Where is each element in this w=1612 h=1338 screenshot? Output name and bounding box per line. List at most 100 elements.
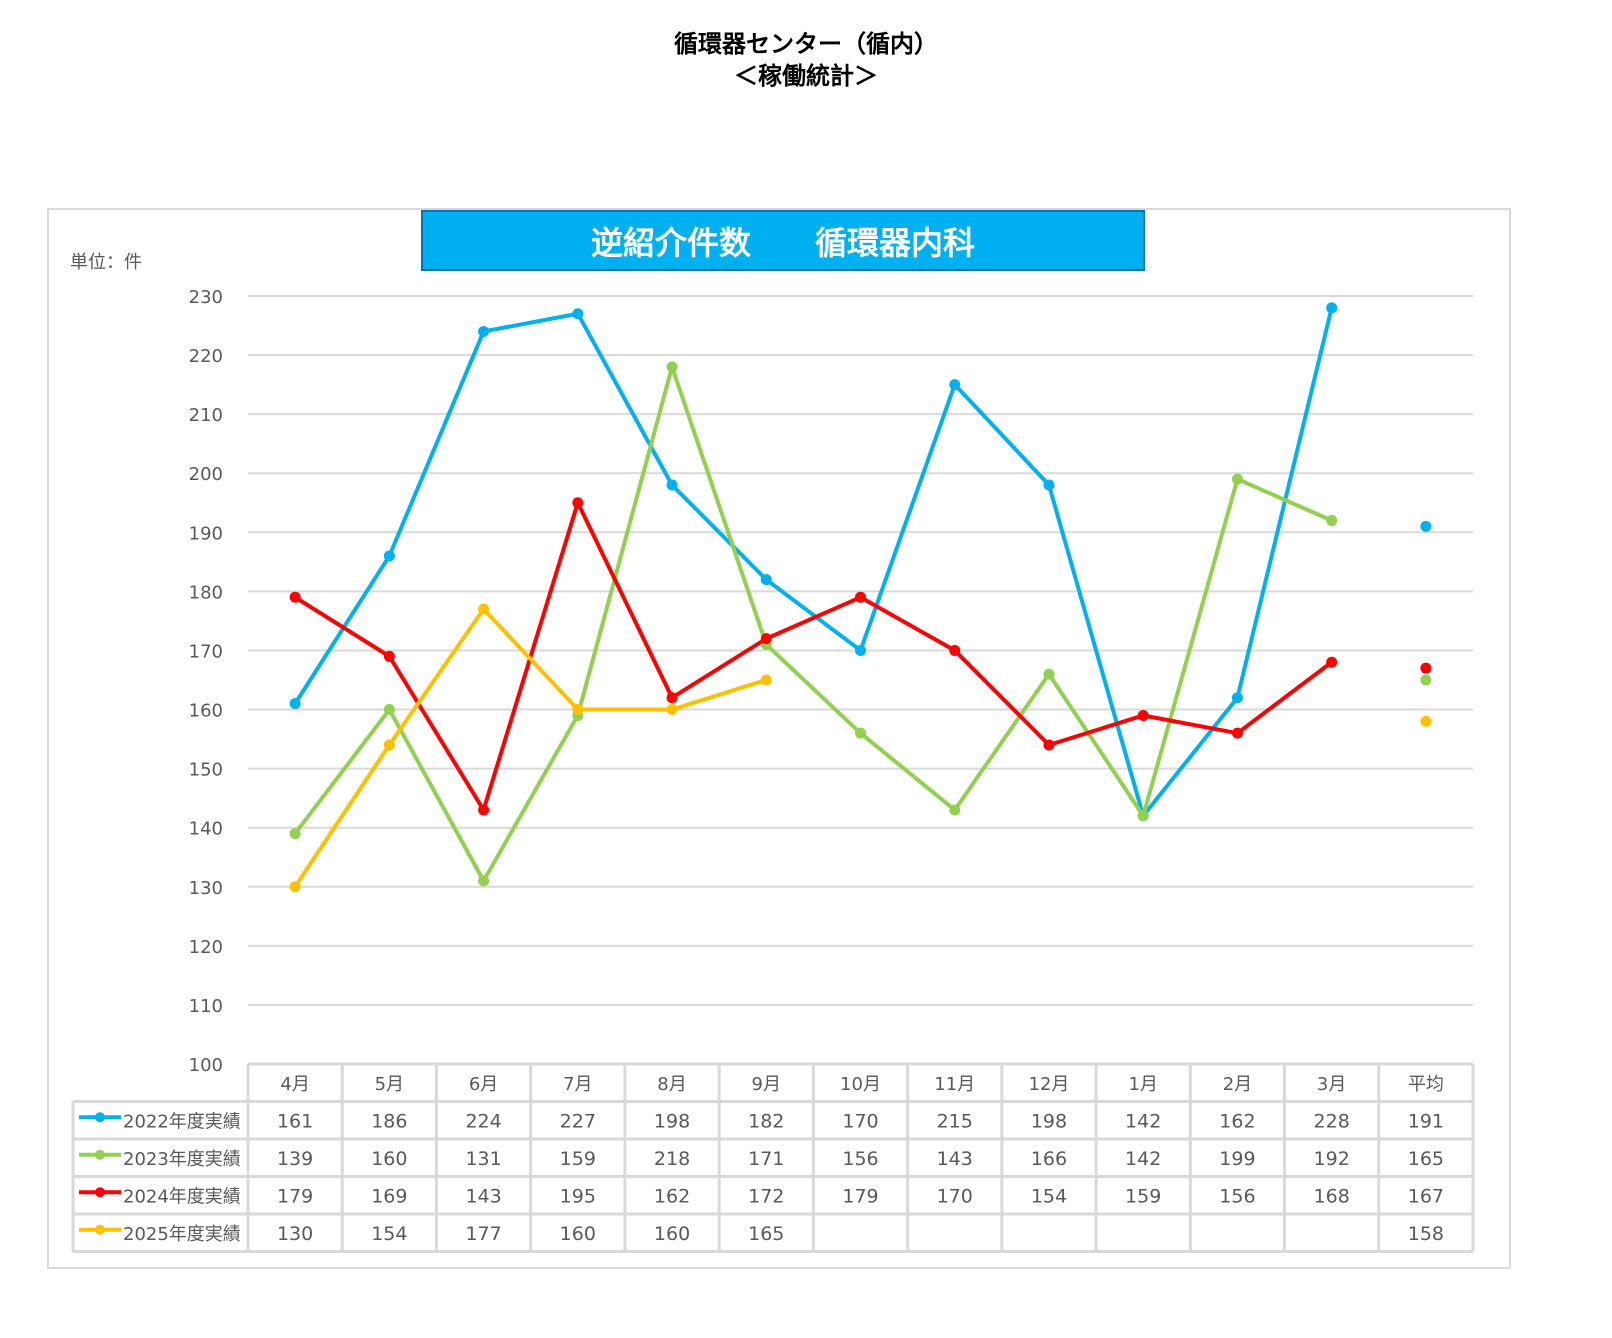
data-table-cell: 165 [748, 1223, 784, 1245]
data-table-cell: 224 [465, 1110, 501, 1132]
y-tick-label: 110 [189, 996, 223, 1017]
x-tick-label: 3月 [1317, 1074, 1346, 1095]
x-tick-label: 8月 [657, 1074, 686, 1095]
x-tick-label: 平均 [1408, 1074, 1444, 1095]
x-tick-label: 11月 [934, 1074, 975, 1095]
x-tick-label: 12月 [1029, 1074, 1070, 1095]
data-point [1043, 668, 1055, 680]
data-point [289, 591, 301, 603]
data-point [855, 727, 866, 739]
y-tick-label: 150 [189, 760, 223, 781]
data-table-cell: 160 [560, 1223, 596, 1245]
data-point [1043, 479, 1055, 491]
data-table-cell: 162 [1219, 1110, 1255, 1132]
data-table-cell: 130 [277, 1223, 313, 1245]
legend-marker [95, 1187, 105, 1198]
data-table-cell: 154 [1031, 1185, 1067, 1207]
data-table-average-cell: 158 [1408, 1223, 1444, 1245]
data-point [478, 804, 490, 816]
data-point [666, 479, 678, 491]
y-tick-label: 170 [189, 641, 223, 662]
page-header: 循環器センター（循内） ＜稼働統計＞ [0, 28, 1612, 92]
data-point [383, 650, 395, 662]
x-tick-label: 9月 [752, 1074, 781, 1095]
data-table-cell: 160 [654, 1223, 690, 1245]
legend-marker [95, 1224, 105, 1235]
data-point [760, 574, 772, 586]
data-table-cell: 142 [1125, 1110, 1161, 1132]
data-table-cell: 143 [465, 1185, 501, 1207]
data-table-cell: 162 [654, 1185, 690, 1207]
data-point [855, 644, 866, 656]
data-point [572, 704, 584, 716]
data-table-cell: 143 [937, 1148, 973, 1170]
y-tick-label: 220 [189, 346, 223, 367]
data-point [478, 325, 490, 337]
y-tick-label: 140 [189, 819, 223, 840]
average-point [1420, 520, 1432, 532]
data-point [1231, 473, 1243, 485]
data-table-cell: 171 [748, 1148, 784, 1170]
chart-frame [47, 208, 1511, 1269]
data-point [855, 591, 866, 603]
data-point [572, 308, 584, 320]
data-table-cell: 170 [937, 1185, 973, 1207]
data-point [289, 828, 301, 840]
average-point [1420, 674, 1432, 686]
data-table-cell: 186 [371, 1110, 407, 1132]
data-table-cell: 198 [1031, 1110, 1067, 1132]
data-point [666, 361, 678, 373]
data-table-cell: 227 [560, 1110, 596, 1132]
data-table-cell: 192 [1314, 1148, 1350, 1170]
data-point [289, 698, 301, 710]
data-point [666, 704, 678, 716]
y-tick-label: 210 [189, 405, 223, 426]
data-table-cell: 199 [1219, 1148, 1255, 1170]
legend-label: 2024年度実績 [123, 1186, 241, 1207]
data-table-cell: 198 [654, 1110, 690, 1132]
x-tick-label: 4月 [280, 1074, 309, 1095]
legend-label: 2025年度実績 [123, 1224, 241, 1245]
data-point [760, 674, 772, 686]
data-table-cell: 218 [654, 1148, 690, 1170]
legend-marker [95, 1112, 105, 1123]
data-table-cell: 154 [371, 1223, 407, 1245]
data-point [478, 875, 490, 887]
data-table-average-cell: 165 [1408, 1148, 1444, 1170]
data-table-cell: 179 [842, 1185, 878, 1207]
x-tick-label: 10月 [840, 1074, 881, 1095]
x-tick-label: 1月 [1128, 1074, 1157, 1095]
data-point [666, 692, 678, 704]
data-point [1231, 692, 1243, 704]
series-line [293, 607, 767, 888]
unit-label: 単位：件 [70, 252, 142, 273]
data-point [949, 804, 961, 816]
series-line [294, 500, 1333, 812]
chart-title-box [421, 210, 1145, 271]
data-point [949, 644, 961, 656]
y-tick-label: 120 [189, 937, 223, 958]
data-point [1231, 727, 1243, 739]
y-tick-label: 130 [189, 878, 223, 899]
x-tick-label: 6月 [469, 1074, 498, 1095]
data-table-average-cell: 167 [1408, 1185, 1444, 1207]
data-table-cell: 168 [1314, 1185, 1350, 1207]
data-table-cell: 172 [748, 1185, 784, 1207]
data-point [383, 704, 395, 716]
page-subtitle: ＜稼働統計＞ [734, 62, 878, 90]
average-point [1420, 715, 1432, 727]
chart-title: 逆紹介件数 循環器内科 [591, 224, 975, 262]
data-table-cell: 142 [1125, 1148, 1161, 1170]
data-point [1137, 810, 1149, 822]
y-tick-label: 180 [189, 582, 223, 603]
x-tick-label: 5月 [375, 1074, 404, 1095]
data-point [478, 603, 490, 615]
data-table-cell: 215 [937, 1110, 973, 1132]
data-table-cell: 177 [465, 1223, 501, 1245]
data-point [1326, 514, 1338, 526]
y-tick-label: 100 [189, 1055, 223, 1076]
data-point [572, 497, 584, 509]
average-point [1420, 662, 1432, 674]
page-title: 循環器センター（循内） [674, 30, 938, 58]
